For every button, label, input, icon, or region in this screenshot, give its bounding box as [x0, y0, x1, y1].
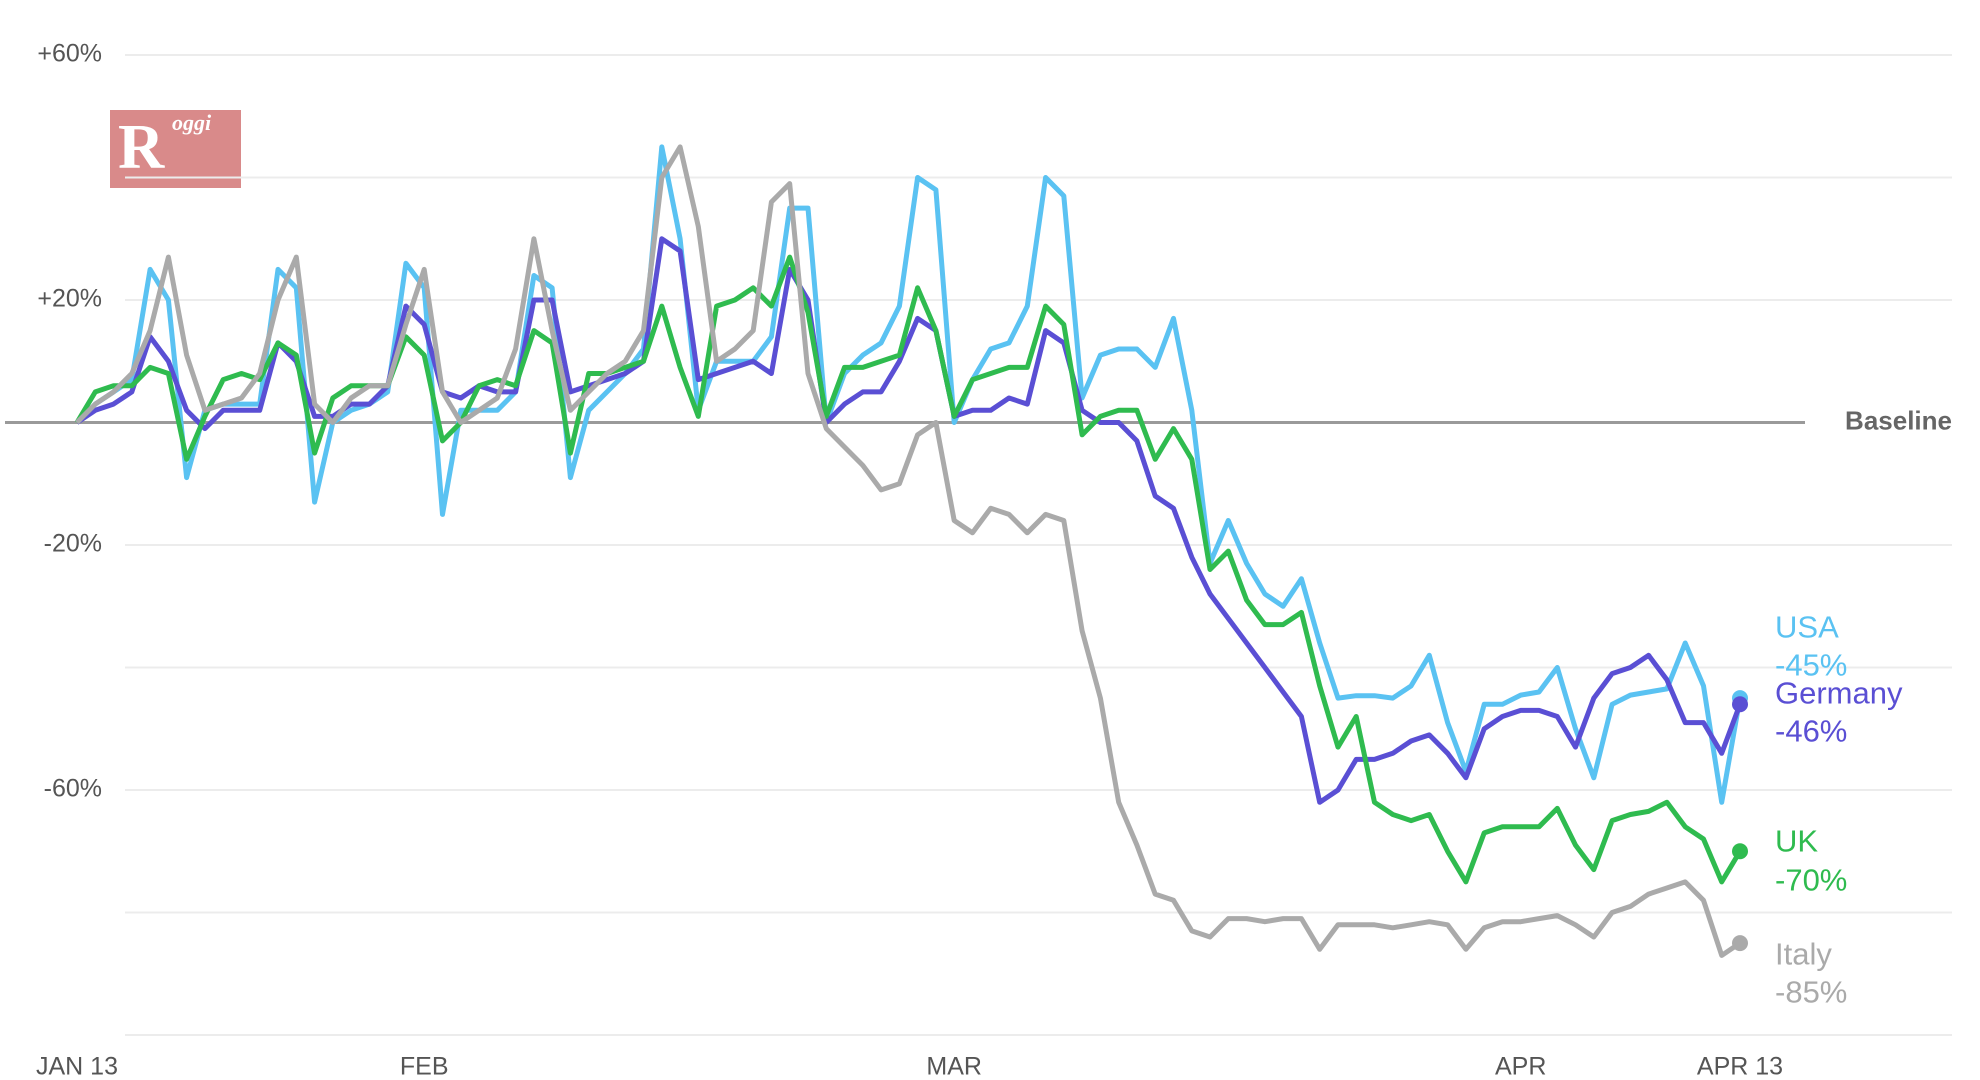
logo-box	[110, 110, 241, 188]
series-line	[75, 144, 1742, 958]
legend-label: UK	[1775, 823, 1818, 858]
logo-letter: R	[118, 111, 165, 182]
value-label: -85%	[1775, 974, 1847, 1009]
legend-label: Italy	[1775, 936, 1832, 971]
value-label: -45%	[1775, 647, 1847, 682]
logo-text: oggi	[172, 110, 212, 135]
end-dot	[1732, 935, 1748, 952]
series-line	[75, 236, 1743, 805]
value-label: -46%	[1775, 713, 1847, 748]
x-tick-label: MAR	[926, 1053, 982, 1080]
end-dot	[1732, 843, 1748, 860]
end-dot	[1732, 696, 1748, 713]
legend-label: USA	[1775, 609, 1839, 644]
x-tick-label: JAN 13	[36, 1053, 118, 1080]
baseline-label: Baseline	[1845, 405, 1952, 435]
legend-label: Germany	[1775, 675, 1903, 710]
x-tick-label: APR 13	[1697, 1053, 1783, 1080]
y-tick-label: -60%	[44, 775, 102, 803]
x-tick-label: APR	[1495, 1053, 1546, 1080]
x-tick-label: FEB	[400, 1053, 449, 1080]
y-tick-label: +60%	[37, 40, 102, 68]
series-line	[75, 144, 1743, 805]
y-tick-label: -20%	[44, 530, 102, 558]
value-label: -70%	[1775, 862, 1847, 897]
series-line	[74, 254, 1743, 885]
y-tick-label: +20%	[37, 285, 102, 313]
